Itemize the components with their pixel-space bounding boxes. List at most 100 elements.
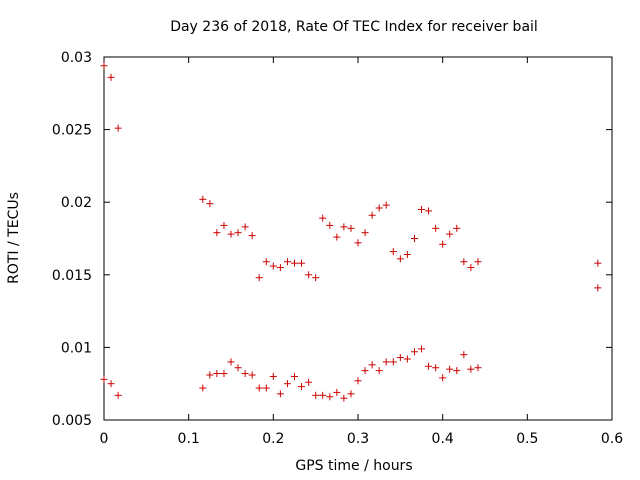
data-point-lower xyxy=(354,377,362,385)
data-point-upper xyxy=(467,264,475,272)
data-point-upper xyxy=(114,124,122,132)
data-point-lower xyxy=(234,364,242,372)
data-point-lower xyxy=(368,361,376,369)
y-tick-label: 0.015 xyxy=(52,268,92,284)
data-point-lower xyxy=(100,375,108,383)
data-point-upper xyxy=(199,195,207,203)
x-tick-label: 0.3 xyxy=(347,431,369,447)
data-point-upper xyxy=(396,255,404,263)
data-point-lower xyxy=(453,367,461,375)
data-point-lower xyxy=(375,367,383,375)
data-point-lower xyxy=(276,390,284,398)
data-point-lower xyxy=(382,358,390,366)
data-point-upper xyxy=(382,201,390,209)
data-point-lower xyxy=(410,348,418,356)
data-point-upper xyxy=(446,230,454,238)
data-point-upper xyxy=(107,73,115,81)
data-point-lower xyxy=(213,370,221,378)
data-point-lower xyxy=(227,358,235,366)
data-point-lower xyxy=(269,372,277,380)
data-point-lower xyxy=(262,384,270,392)
data-point-upper xyxy=(298,259,306,267)
data-point-upper xyxy=(220,221,228,229)
data-point-lower xyxy=(474,364,482,372)
data-point-upper xyxy=(410,235,418,242)
data-point-upper xyxy=(305,271,313,279)
plot-frame xyxy=(103,56,613,421)
data-point-upper xyxy=(206,200,214,208)
data-point-lower xyxy=(347,390,355,398)
data-point-lower xyxy=(446,365,454,373)
data-point-upper xyxy=(354,239,362,247)
data-point-upper xyxy=(269,262,277,270)
data-point-upper xyxy=(432,224,440,232)
y-axis: 0.005 0.01 0.015 0.02 0.025 0.03 xyxy=(52,50,612,429)
x-tick-label: 0.2 xyxy=(262,431,284,447)
chart-title: Day 236 of 2018, Rate Of TEC Index for r… xyxy=(170,19,538,35)
data-point-upper xyxy=(418,205,425,213)
data-points xyxy=(100,62,602,402)
data-point-lower xyxy=(418,345,425,353)
data-point-lower xyxy=(403,355,411,363)
data-point-lower xyxy=(389,358,397,366)
x-tick-label: 0.5 xyxy=(516,431,538,447)
y-tick-label: 0.01 xyxy=(61,340,92,356)
data-point-upper xyxy=(375,204,383,212)
data-point-upper xyxy=(333,233,341,241)
data-point-upper xyxy=(474,258,482,266)
data-point-lower xyxy=(298,383,306,391)
data-point-upper xyxy=(453,224,461,232)
data-point-lower xyxy=(340,394,348,402)
data-point-upper xyxy=(326,221,334,229)
data-point-lower xyxy=(291,372,298,380)
data-point-lower xyxy=(206,371,214,379)
data-point-lower xyxy=(460,351,468,359)
x-axis: 0 0.1 0.2 0.3 0.4 0.5 0.6 xyxy=(100,57,623,447)
data-point-upper xyxy=(368,211,376,219)
data-point-upper xyxy=(100,62,108,70)
data-point-lower xyxy=(248,371,256,379)
data-point-lower xyxy=(305,378,313,386)
x-tick-label: 0 xyxy=(100,431,109,447)
data-point-upper xyxy=(319,214,327,222)
data-point-upper xyxy=(276,264,284,272)
y-tick-label: 0.005 xyxy=(52,413,92,429)
data-point-lower xyxy=(114,391,122,399)
data-point-upper xyxy=(594,284,602,292)
data-point-upper xyxy=(389,248,397,256)
data-point-lower xyxy=(255,384,263,392)
data-point-lower xyxy=(199,384,207,392)
data-point-upper xyxy=(227,230,235,238)
data-point-upper xyxy=(262,258,270,266)
data-point-upper xyxy=(283,258,291,266)
data-point-lower xyxy=(312,391,320,399)
x-tick-label: 0.1 xyxy=(178,431,200,447)
data-point-upper xyxy=(361,229,369,237)
data-point-lower xyxy=(326,393,334,401)
data-point-lower xyxy=(361,367,369,375)
data-point-upper xyxy=(594,259,602,267)
data-point-upper xyxy=(403,250,411,258)
data-point-lower xyxy=(432,364,440,372)
data-point-upper xyxy=(425,207,433,215)
data-point-upper xyxy=(234,229,242,237)
data-point-lower xyxy=(220,370,228,378)
data-point-upper xyxy=(340,223,348,231)
data-point-lower xyxy=(319,391,327,399)
data-point-upper xyxy=(255,274,263,282)
data-point-upper xyxy=(241,223,249,231)
data-point-upper xyxy=(248,232,256,240)
x-axis-label: GPS time / hours xyxy=(295,458,412,474)
data-point-upper xyxy=(213,229,221,237)
data-point-lower xyxy=(333,388,341,396)
y-axis-label: ROTI / TECUs xyxy=(6,192,22,284)
data-point-lower xyxy=(439,374,447,382)
data-point-lower xyxy=(425,362,433,370)
data-point-upper xyxy=(312,274,320,282)
x-tick-label: 0.6 xyxy=(601,431,623,447)
data-point-upper xyxy=(460,258,468,266)
data-point-upper xyxy=(347,224,355,232)
y-tick-label: 0.025 xyxy=(52,123,92,139)
x-tick-label: 0.4 xyxy=(432,431,454,447)
